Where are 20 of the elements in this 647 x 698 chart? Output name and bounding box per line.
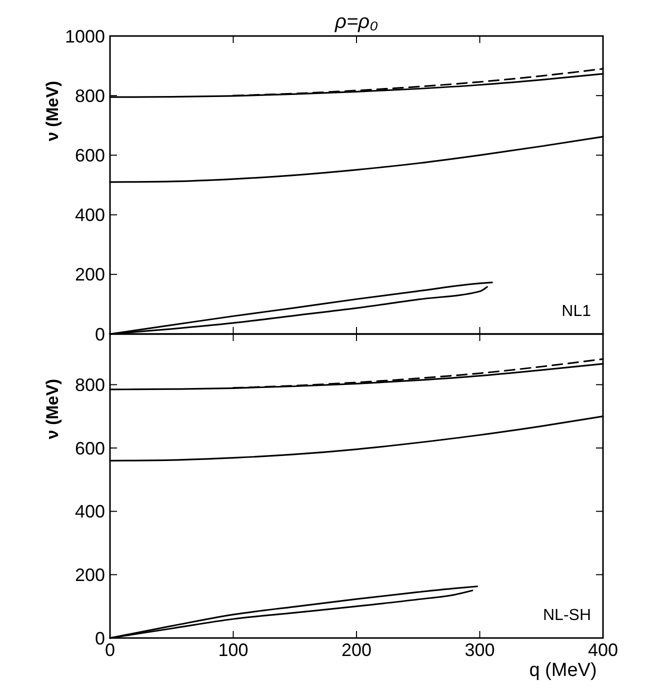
x-tick-label: 200 xyxy=(341,640,372,660)
y-tick-label: 800 xyxy=(74,374,105,395)
x-tick-label: 400 xyxy=(588,640,618,660)
y-tick-label: 400 xyxy=(74,502,105,522)
y-axis-title: ν (MeV) xyxy=(43,80,62,142)
y-tick-label: 1000 xyxy=(64,26,105,46)
x-tick-label: 300 xyxy=(464,640,495,660)
chart-title: ρ=ρ₀ xyxy=(334,11,378,33)
y-axis-title: ν (MeV) xyxy=(43,378,62,440)
y-tick-label: 200 xyxy=(74,264,105,285)
annotation: NL-SH xyxy=(542,607,591,624)
y-tick-label: 200 xyxy=(74,564,105,585)
y-tick-label: 800 xyxy=(74,86,105,106)
annotation: NL1 xyxy=(562,303,592,320)
y-tick-label: 600 xyxy=(74,438,105,458)
x-axis-title: q (MeV) xyxy=(529,660,597,681)
y-tick-label: 400 xyxy=(74,205,105,226)
y-tick-label: 0 xyxy=(94,324,105,344)
x-tick-label: 100 xyxy=(218,640,248,660)
y-tick-label: 600 xyxy=(74,146,105,166)
